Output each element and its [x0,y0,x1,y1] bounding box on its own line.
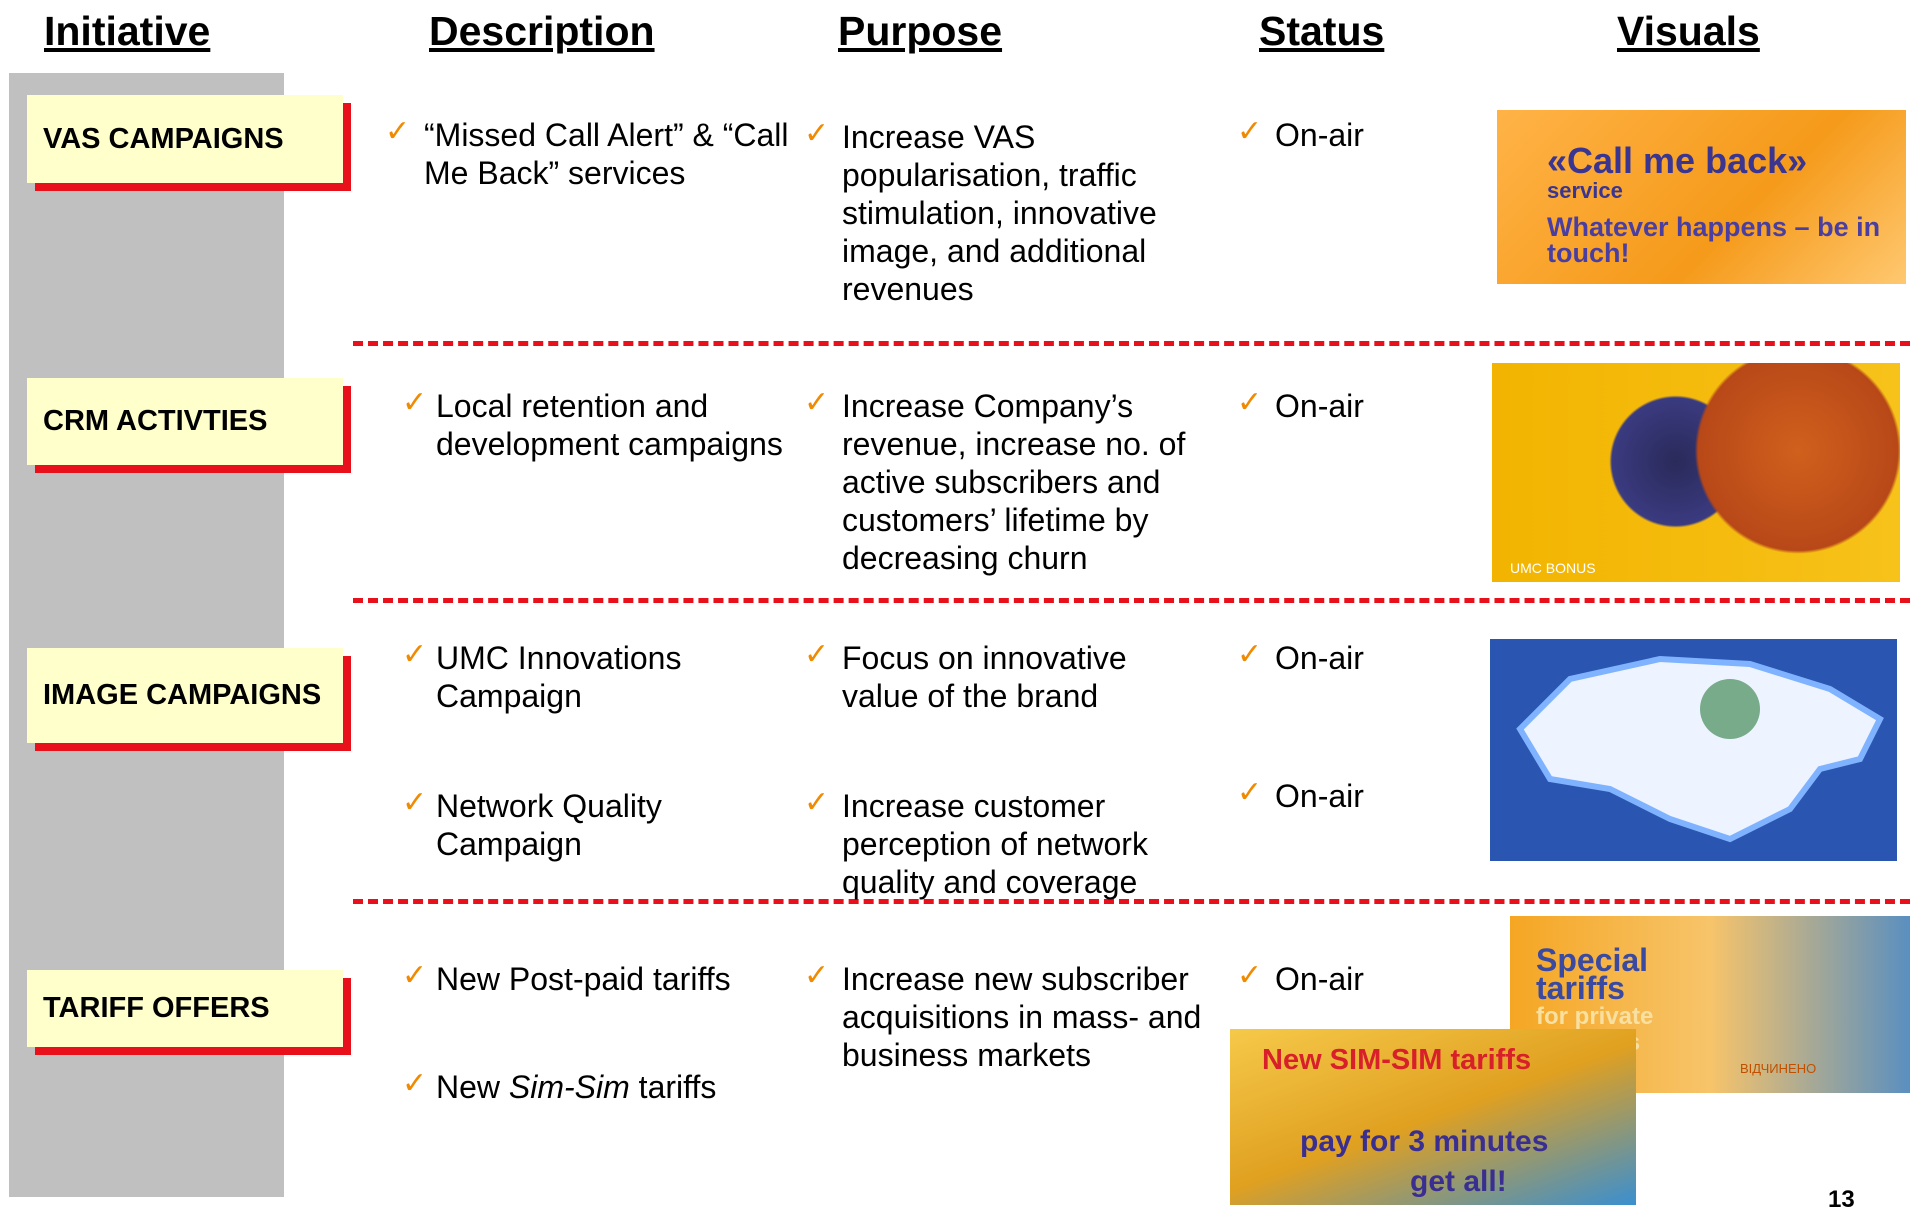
visual-text: New SIM-SIM tariffs [1262,1044,1532,1076]
initiative-label: IMAGE CAMPAIGNS [27,648,343,743]
check-mark: ✓ [804,117,830,150]
visual-text: UMC BONUS [1510,560,1596,576]
text-part: New [436,1069,501,1105]
check-mark: ✓ [1237,776,1263,809]
column-header: Initiative [44,8,211,54]
visual-text: «Call me back» [1547,140,1808,181]
divider [353,341,1910,346]
visual-text: service [1547,178,1623,203]
purpose-text: Increase customer perception of network … [842,788,1148,900]
description-text: New Post-paid tariffs [436,961,731,997]
check-mark: ✓ [402,638,428,671]
column-header: Description [429,8,655,54]
description-text: Local retention and development campaign… [436,388,783,462]
description-text: “Missed Call Alert” & “Call Me Back” ser… [424,117,789,191]
description-text: New Sim-Sim tariffs [436,1068,786,1106]
check-mark: ✓ [1237,638,1263,671]
purpose-text: Increase new subscriber acquisitions in … [842,961,1202,1073]
initiative-label: VAS CAMPAIGNS [27,95,343,183]
purpose-text: Focus on innovative value of the brand [842,640,1127,714]
check-mark: ✓ [385,115,411,148]
visual-text: ВІДЧИНЕНО [1740,1061,1817,1076]
visual-call-me-back: «Call me back» service Whatever happens … [1497,110,1906,284]
status-text: On-air [1275,961,1364,997]
check-mark: ✓ [804,638,830,671]
visual-text: Whatever happens – be in touch! [1547,212,1881,268]
check-mark: ✓ [1237,115,1263,148]
description-text: Network Quality Campaign [436,788,662,862]
column-header: Status [1259,8,1385,54]
divider [353,899,1910,904]
check-mark: ✓ [402,786,428,819]
visual-image [1490,639,1897,861]
map-shape [1516,655,1884,843]
status-text: On-air [1275,117,1364,153]
check-mark: ✓ [804,786,830,819]
check-mark: ✓ [402,386,428,419]
check-mark: ✓ [402,959,428,992]
status-text: On-air [1275,640,1364,676]
status-text: On-air [1275,388,1364,424]
visual-crm: UMC BONUS [1492,363,1900,582]
column-header: Visuals [1617,8,1760,54]
initiative-label: TARIFF OFFERS [27,970,343,1047]
check-mark: ✓ [804,386,830,419]
visual-text: get all! [1410,1165,1507,1198]
text-part: Sim-Sim [508,1069,630,1105]
check-mark: ✓ [1237,386,1263,419]
column-header: Purpose [838,8,1003,54]
check-mark: ✓ [804,959,830,992]
check-mark: ✓ [1237,959,1263,992]
description-text: UMC Innovations Campaign [436,640,682,714]
check-mark: ✓ [402,1067,428,1100]
purpose-text: Increase Company’s revenue, increase no.… [842,388,1186,576]
purpose-text: Increase VAS popularisation, traffic sti… [842,119,1157,307]
visual-text: pay for 3 minutes [1300,1125,1549,1158]
divider [353,598,1910,603]
status-text: On-air [1275,778,1364,814]
visual-simsim: New SIM-SIM tariffs pay for 3 minutes ge… [1230,1029,1636,1205]
text-part: tariffs [638,1069,717,1105]
page-number: 13 [1828,1186,1855,1213]
visual-tariffs: Special tariffs for private business ВІД… [1510,916,1910,1093]
initiative-label: CRM ACTIVTIES [27,378,343,465]
visual-text: Special tariffs [1536,942,1649,1006]
